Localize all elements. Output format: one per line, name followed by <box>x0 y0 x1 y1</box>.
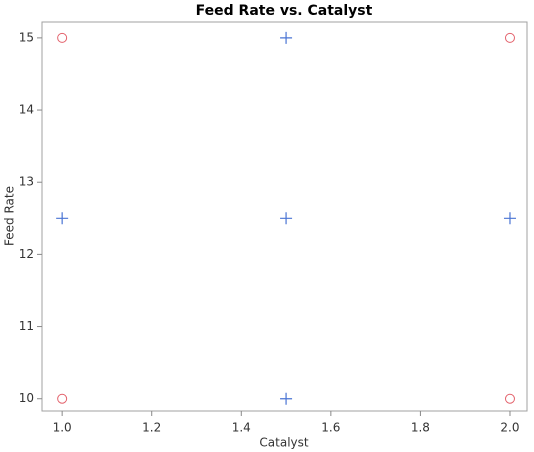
point <box>280 392 293 405</box>
x-tick-label: 1.0 <box>53 421 72 435</box>
x-tick-label: 1.4 <box>232 421 251 435</box>
point <box>56 212 69 225</box>
x-tick-label: 1.8 <box>411 421 430 435</box>
point <box>504 393 515 404</box>
y-tick-label: 14 <box>19 103 34 117</box>
point <box>504 32 515 43</box>
point <box>280 31 293 44</box>
point <box>503 212 516 225</box>
chart-title: Feed Rate vs. Catalyst <box>196 3 373 19</box>
y-axis-label: Feed Rate <box>3 186 17 246</box>
y-tick-label: 12 <box>19 247 34 261</box>
x-tick-label: 2.0 <box>500 421 519 435</box>
x-axis-label: Catalyst <box>259 436 308 450</box>
point <box>57 393 68 404</box>
x-tick-label: 1.6 <box>321 421 340 435</box>
x-tick-label: 1.2 <box>142 421 161 435</box>
y-tick-label: 11 <box>19 319 34 333</box>
y-tick-label: 15 <box>19 30 34 44</box>
y-tick-label: 13 <box>19 175 34 189</box>
point <box>57 32 68 43</box>
plot-frame <box>41 21 528 412</box>
point <box>280 212 293 225</box>
y-tick-label: 10 <box>19 391 34 405</box>
